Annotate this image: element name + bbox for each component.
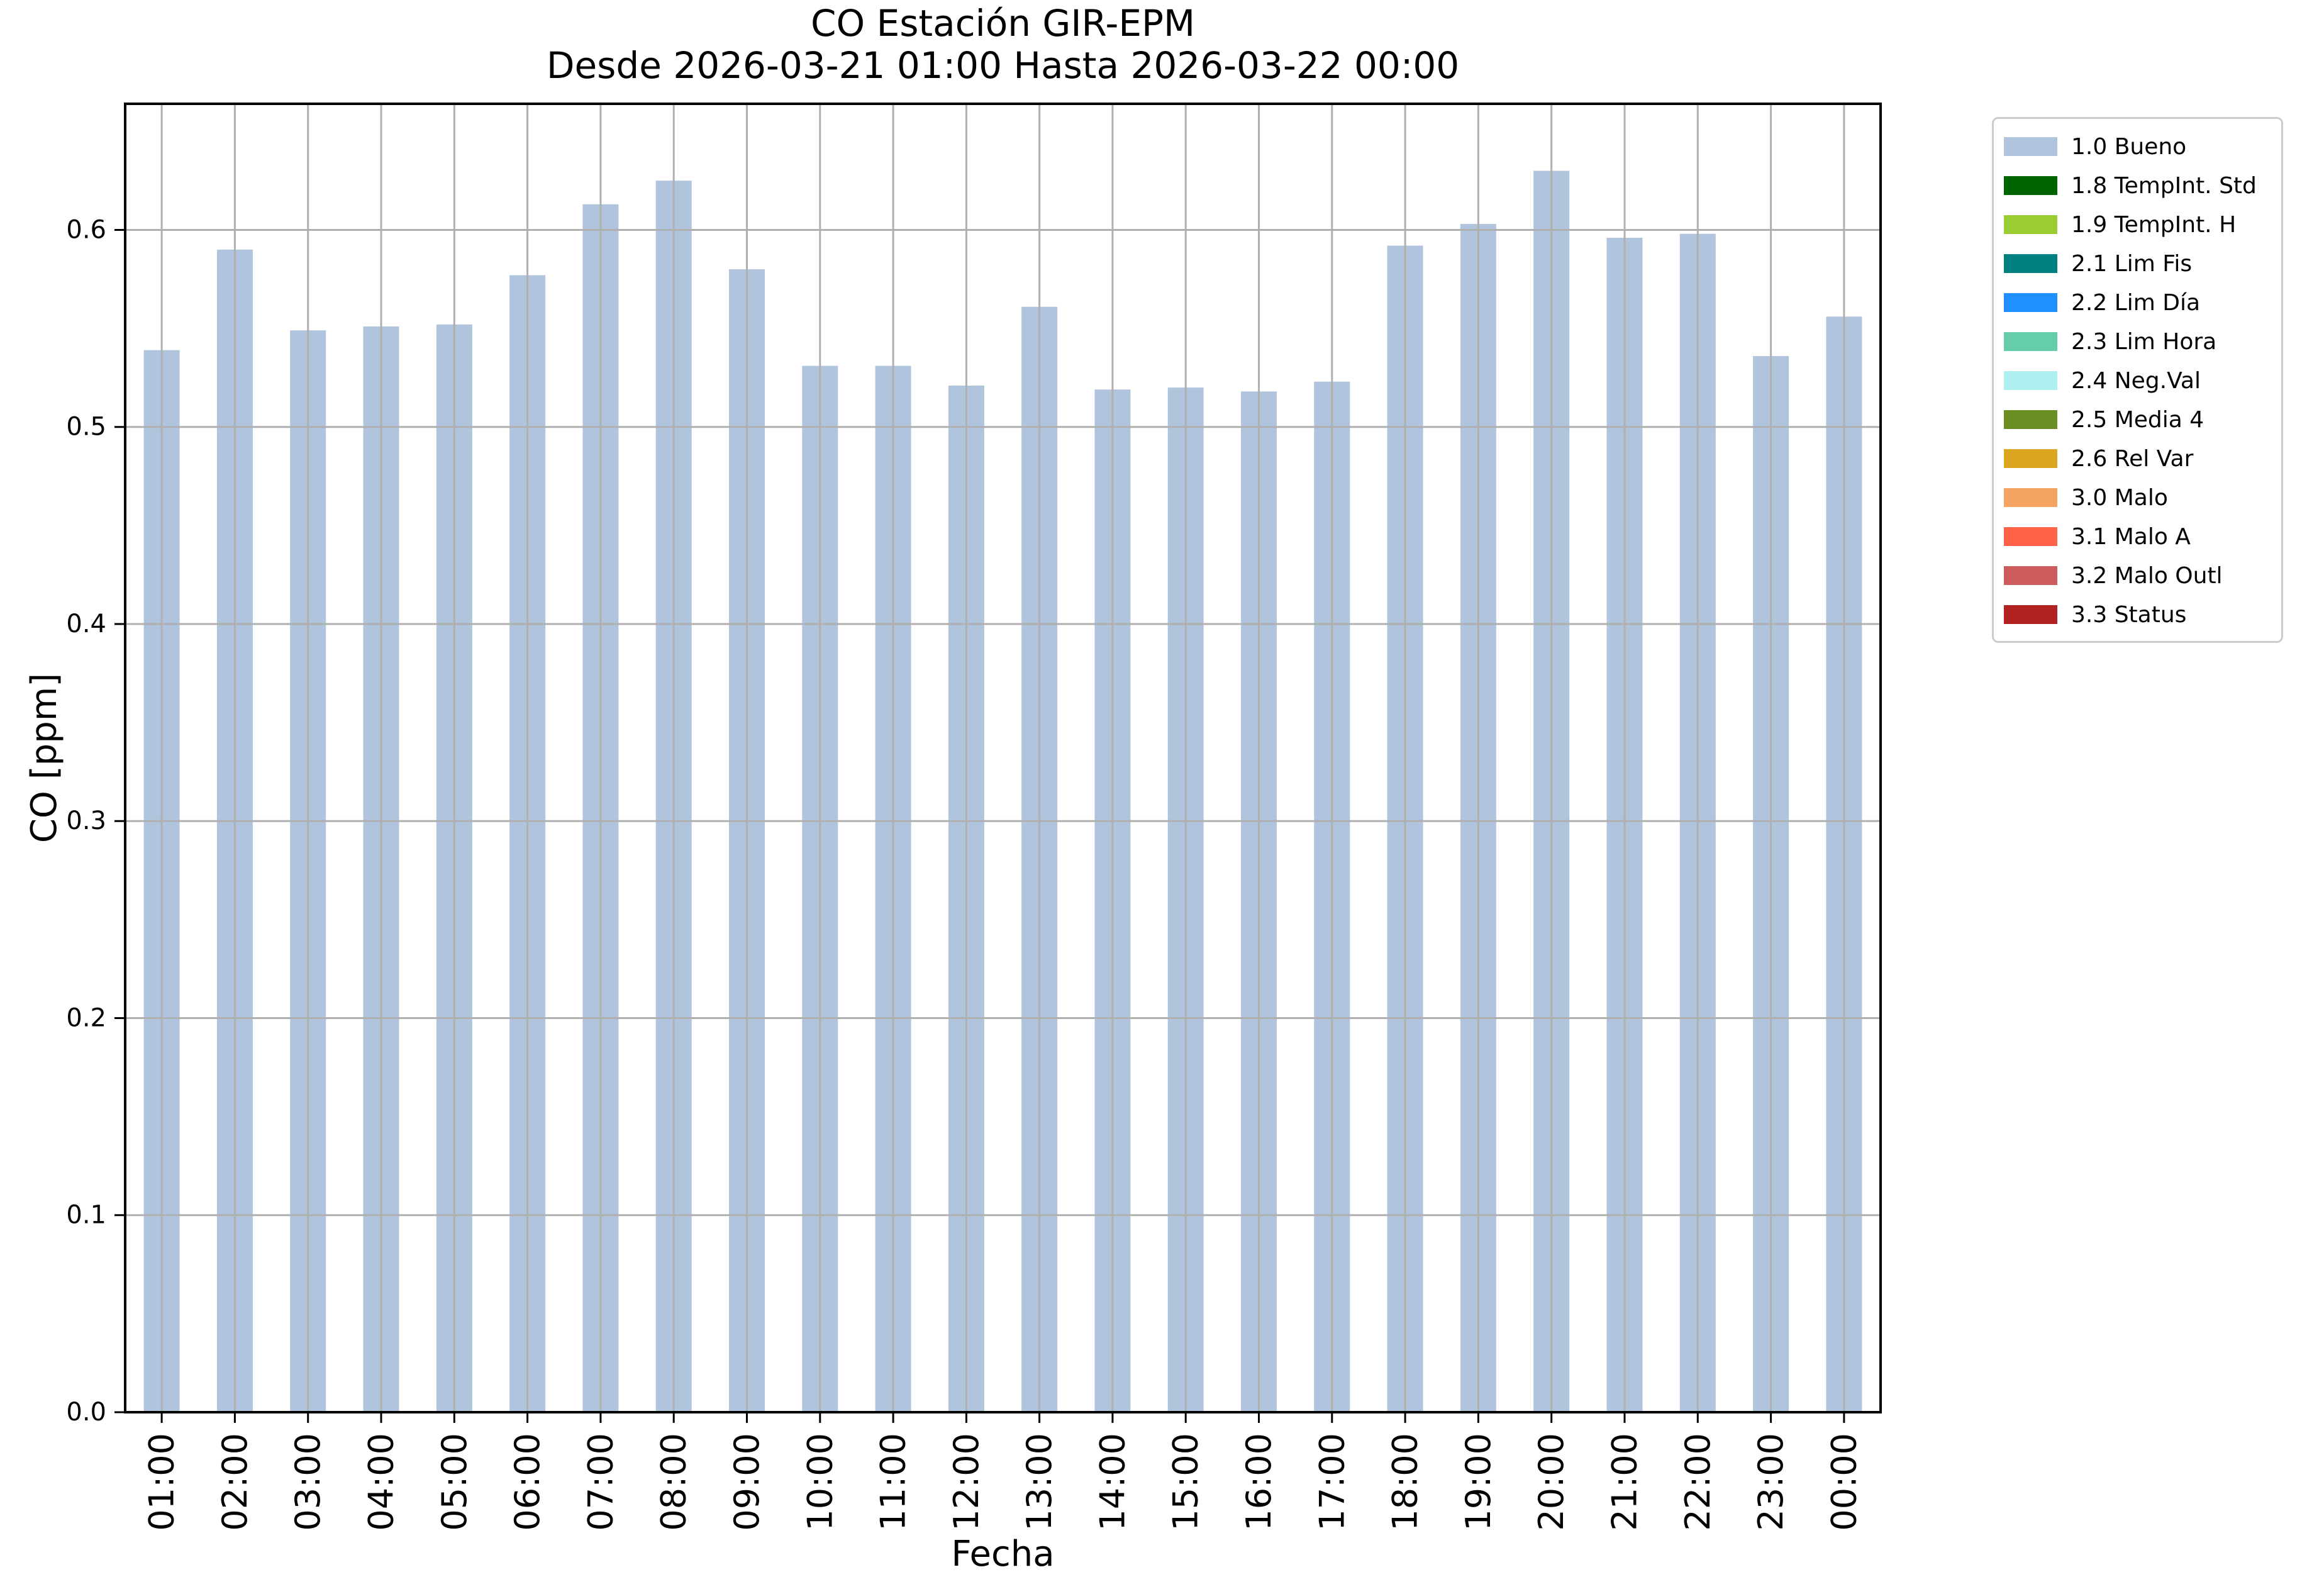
legend-label: 1.9 TempInt. H	[2071, 211, 2237, 238]
x-tick-label-05-00: 05:00	[435, 1433, 474, 1531]
y-tick-label-0.2: 0.2	[66, 1004, 106, 1033]
chart-title-line1: CO Estación GIR-EPM	[810, 2, 1195, 45]
legend-item: 3.2 Malo Outl	[2004, 556, 2281, 595]
legend: 1.0 Bueno 1.8 TempInt. Std 1.9 TempInt. H 2…	[1992, 117, 2283, 643]
legend-label: 3.2 Malo Outl	[2071, 562, 2223, 589]
chart-title: CO Estación GIR-EPM Desde 2026-03-21 01:…	[125, 3, 1881, 87]
x-tick-label-03-00: 03:00	[288, 1433, 328, 1531]
legend-swatch	[2004, 137, 2057, 156]
x-tick-label-18-00: 18:00	[1386, 1433, 1425, 1531]
x-tick-label-13-00: 13:00	[1020, 1433, 1059, 1531]
legend-label: 3.3 Status	[2071, 601, 2187, 628]
x-tick-label-19-00: 19:00	[1459, 1433, 1498, 1531]
legend-label: 2.6 Rel Var	[2071, 445, 2194, 472]
y-tick-label-0.6: 0.6	[66, 216, 106, 245]
x-tick-label-12-00: 12:00	[947, 1433, 986, 1531]
legend-label: 1.0 Bueno	[2071, 133, 2187, 160]
legend-swatch	[2004, 176, 2057, 195]
x-tick-label-02-00: 02:00	[215, 1433, 255, 1531]
x-tick-label-01-00: 01:00	[142, 1433, 182, 1531]
legend-item: 1.8 TempInt. Std	[2004, 166, 2281, 205]
legend-label: 2.3 Lim Hora	[2071, 328, 2217, 355]
axes-spines	[124, 103, 1882, 1413]
x-tick-label-22-00: 22:00	[1678, 1433, 1718, 1531]
legend-swatch	[2004, 410, 2057, 429]
y-tick-label-0.1: 0.1	[66, 1201, 106, 1230]
legend-swatch	[2004, 254, 2057, 273]
x-tick-label-06-00: 06:00	[508, 1433, 547, 1531]
legend-label: 3.1 Malo A	[2071, 523, 2191, 550]
legend-item: 2.4 Neg.Val	[2004, 361, 2281, 400]
x-tick-label-15-00: 15:00	[1166, 1433, 1206, 1531]
legend-swatch	[2004, 293, 2057, 312]
x-tick-label-08-00: 08:00	[654, 1433, 694, 1531]
x-tick-label-09-00: 09:00	[727, 1433, 767, 1531]
legend-swatch	[2004, 566, 2057, 585]
legend-swatch	[2004, 488, 2057, 507]
x-tick-label-04-00: 04:00	[362, 1433, 401, 1531]
y-tick-label-0.4: 0.4	[66, 610, 106, 638]
legend-item: 1.9 TempInt. H	[2004, 205, 2281, 244]
x-tick-label-23-00: 23:00	[1751, 1433, 1791, 1531]
x-tick-label-00-00: 00:00	[1824, 1433, 1864, 1531]
legend-label: 2.4 Neg.Val	[2071, 367, 2201, 394]
x-tick-label-21-00: 21:00	[1605, 1433, 1645, 1531]
legend-item: 2.5 Media 4	[2004, 400, 2281, 439]
legend-item: 2.6 Rel Var	[2004, 439, 2281, 478]
legend-swatch	[2004, 332, 2057, 351]
y-tick-label-0.5: 0.5	[66, 413, 106, 442]
x-tick-label-16-00: 16:00	[1239, 1433, 1279, 1531]
x-tick-label-07-00: 07:00	[581, 1433, 620, 1531]
legend-label: 3.0 Malo	[2071, 484, 2168, 511]
legend-item: 3.0 Malo	[2004, 478, 2281, 517]
legend-item: 2.2 Lim Día	[2004, 283, 2281, 322]
x-tick-label-11-00: 11:00	[874, 1433, 913, 1531]
legend-label: 2.1 Lim Fis	[2071, 250, 2193, 277]
legend-swatch	[2004, 605, 2057, 624]
y-tick-label-0.0: 0.0	[66, 1398, 106, 1427]
legend-item: 1.0 Bueno	[2004, 127, 2281, 166]
legend-swatch	[2004, 215, 2057, 234]
x-tick-label-20-00: 20:00	[1532, 1433, 1571, 1531]
x-tick-label-14-00: 14:00	[1093, 1433, 1132, 1531]
legend-item: 2.3 Lim Hora	[2004, 322, 2281, 361]
legend-item: 3.1 Malo A	[2004, 517, 2281, 556]
x-tick-label-10-00: 10:00	[800, 1433, 840, 1531]
legend-swatch	[2004, 371, 2057, 390]
legend-label: 2.2 Lim Día	[2071, 289, 2201, 316]
x-axis-label: Fecha	[951, 1534, 1055, 1574]
legend-swatch	[2004, 449, 2057, 468]
legend-label: 1.8 TempInt. Std	[2071, 172, 2257, 199]
y-tick-label-0.3: 0.3	[66, 806, 106, 835]
x-tick-label-17-00: 17:00	[1312, 1433, 1352, 1531]
legend-label: 2.5 Media 4	[2071, 406, 2204, 433]
y-axis-label: CO [ppm]	[24, 672, 65, 844]
chart-title-line2: Desde 2026-03-21 01:00 Hasta 2026-03-22 …	[546, 44, 1460, 87]
legend-swatch	[2004, 527, 2057, 546]
legend-item: 2.1 Lim Fis	[2004, 244, 2281, 283]
legend-item: 3.3 Status	[2004, 595, 2281, 634]
